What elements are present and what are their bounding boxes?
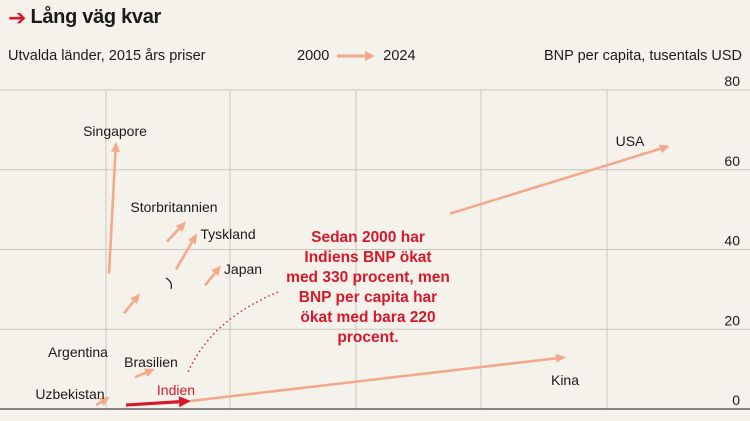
y-tick-label: 60	[724, 153, 740, 169]
series-label: USA	[616, 133, 645, 149]
arrow-brasilien	[134, 368, 155, 379]
arrow-usa	[449, 144, 670, 215]
arrow-japan	[203, 265, 221, 287]
series-label: Indien	[157, 382, 195, 398]
annotation-line: procent.	[337, 329, 399, 346]
y-tick-label: 0	[732, 392, 740, 408]
annotation-line: Sedan 2000 har	[311, 229, 425, 246]
y-tick-label: 40	[724, 233, 740, 249]
series-label: Brasilien	[124, 354, 178, 370]
series-label: Tyskland	[200, 226, 255, 242]
series-label: Uzbekistan	[35, 386, 104, 402]
title-row: ➔ Lång väg kvar	[8, 6, 161, 29]
y-tick-label: 80	[724, 73, 740, 89]
annotation-line: ökat med bara 220	[300, 309, 436, 326]
annotation-line: med 330 procent, men	[286, 269, 450, 286]
legend-end-label: 2024	[383, 48, 416, 64]
legend-arrow-icon	[337, 51, 376, 61]
arrow-uzbekistan	[95, 397, 110, 407]
annotation: Sedan 2000 har Indiens BNP ökat med 330 …	[270, 228, 466, 348]
connector-mark	[165, 277, 173, 290]
arrow-kina	[189, 353, 566, 403]
legend: 2000 2024	[297, 48, 416, 64]
arrow-tyskland	[174, 233, 197, 271]
annotation-line: BNP per capita har	[298, 289, 438, 306]
series-label: Singapore	[83, 123, 147, 139]
annotation-line: Indiens BNP ökat	[304, 249, 432, 266]
y-axis-unit: BNP per capita, tusentals USD	[544, 48, 742, 64]
arrow-singapore	[107, 141, 120, 274]
series-label: Kina	[551, 372, 579, 388]
series-label: Argentina	[48, 344, 108, 360]
legend-start-label: 2000	[297, 48, 330, 64]
annotation-leader	[187, 291, 279, 373]
series-label: Japan	[224, 261, 262, 277]
arrow-argentina	[122, 293, 140, 315]
arrow-indien	[125, 396, 191, 408]
y-tick-label: 20	[724, 312, 740, 328]
arrow-right-icon: ➔	[8, 4, 27, 30]
chart-title: Lång väg kvar	[30, 6, 162, 28]
arrow-storbritannien	[166, 221, 186, 243]
chart-subtitle: Utvalda länder, 2015 års priser	[8, 48, 206, 64]
series-label: Storbritannien	[130, 199, 217, 215]
